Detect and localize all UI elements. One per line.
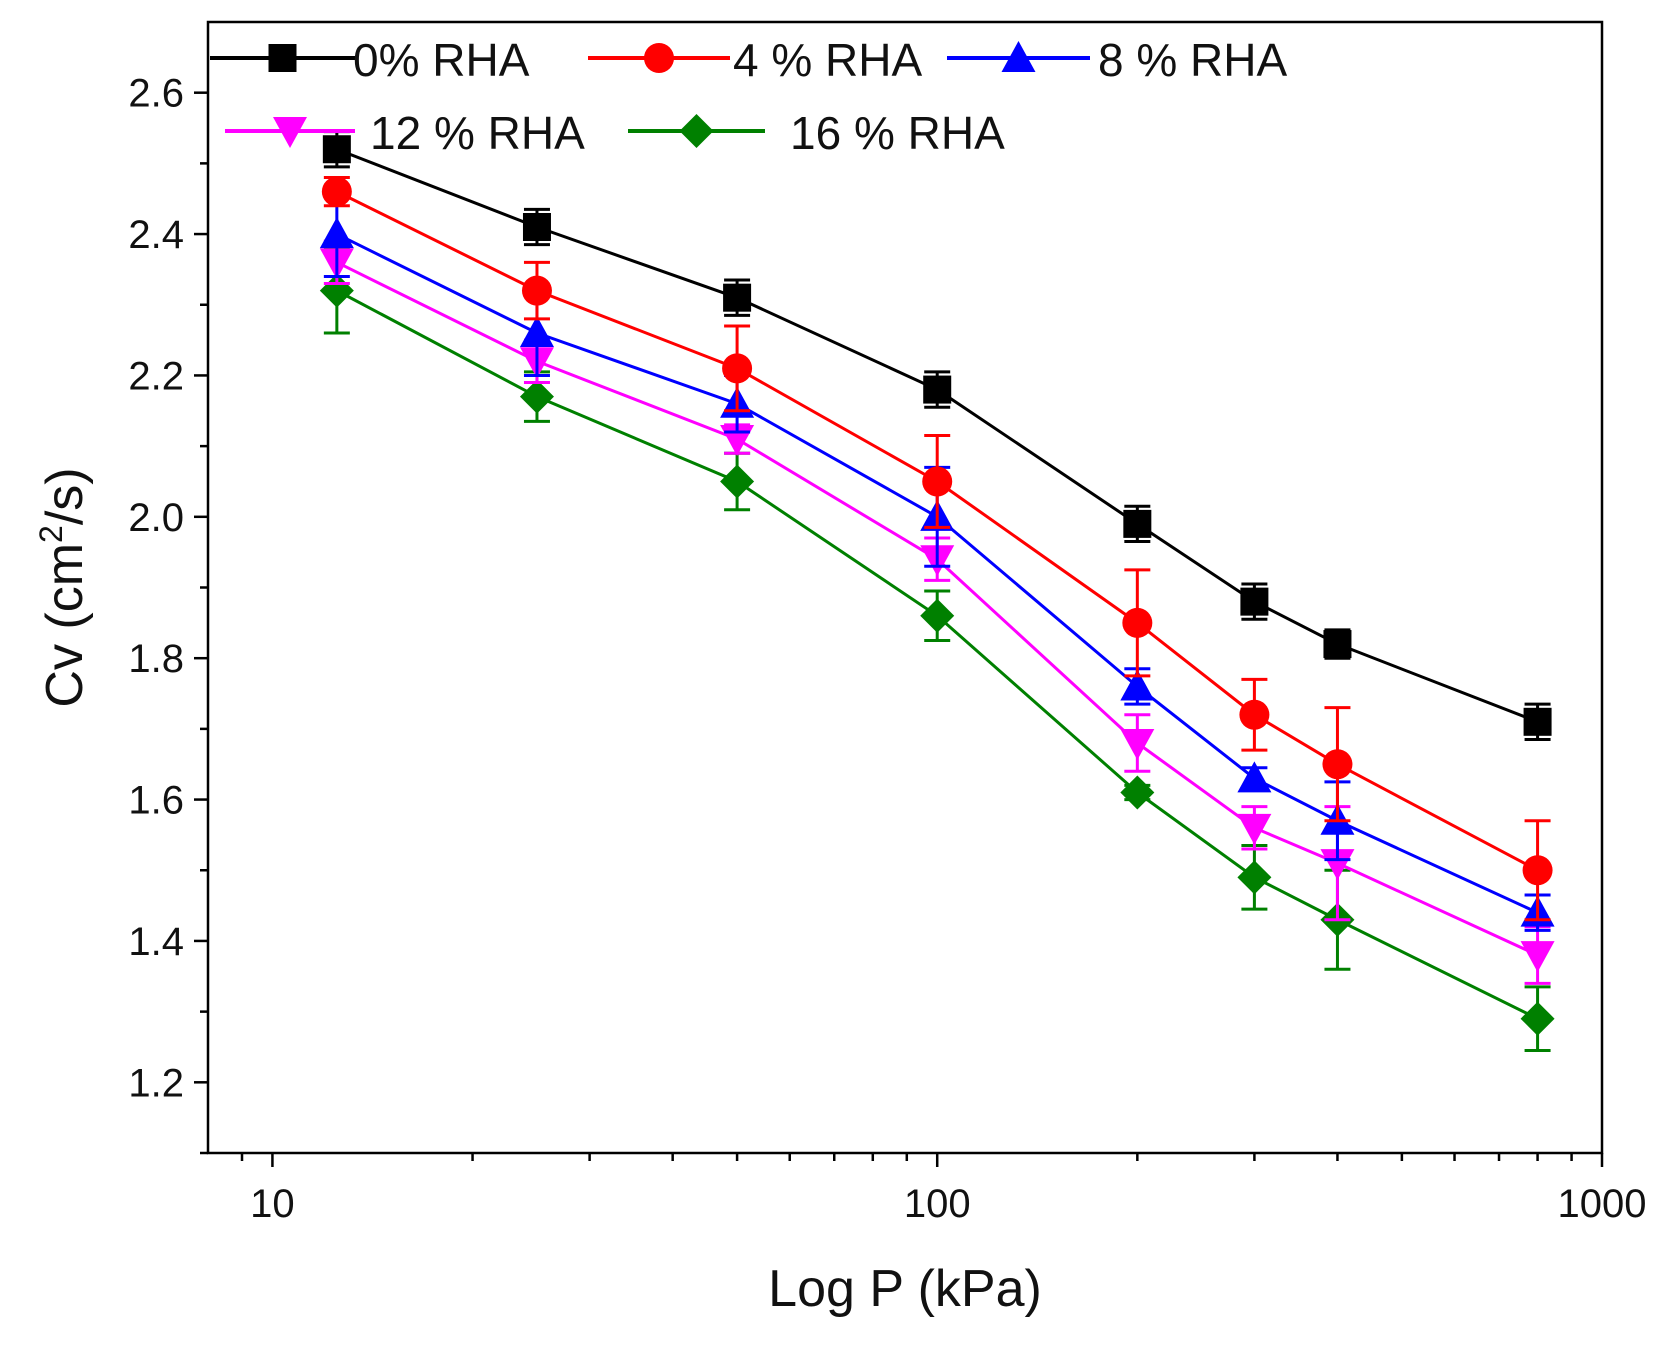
data-point (1122, 607, 1153, 638)
y-tick-label: 2.2 (128, 354, 184, 398)
legend-label: 12 % RHA (370, 107, 585, 159)
legend-label: 4 % RHA (733, 34, 922, 86)
y-tick-label: 2.0 (128, 496, 184, 540)
data-point (1323, 630, 1352, 659)
series-4 (319, 246, 1555, 1053)
data-point (1320, 849, 1355, 881)
series-0 (322, 130, 1552, 741)
y-tick-label: 1.6 (128, 779, 184, 823)
series-line (336, 289, 1539, 1021)
legend-item: 8 % RHA (947, 34, 1287, 86)
x-tick-label: 100 (904, 1182, 971, 1226)
plot-frame (206, 20, 1604, 1155)
data-point (322, 135, 351, 164)
data-point (723, 283, 752, 312)
data-point (1237, 761, 1272, 793)
legend-marker (679, 114, 714, 148)
series-1 (321, 176, 1553, 922)
legend-marker (644, 43, 674, 73)
y-axis-title-tail: /s) (36, 467, 94, 525)
data-point (923, 375, 952, 404)
series-line (336, 190, 1539, 872)
x-axis-title: Log P (kPa) (768, 1260, 1042, 1318)
data-point (321, 176, 352, 207)
data-point (519, 316, 554, 348)
legend-marker (268, 44, 297, 72)
data-point (1120, 669, 1155, 701)
data-point (1120, 775, 1155, 810)
legend-label: 8 % RHA (1098, 34, 1287, 86)
series-line (336, 260, 1539, 957)
axes-group: 1.2 1.4 1.6 1.8 2.0 2.2 2.4 2.6 10 100 1000 (128, 20, 1647, 1226)
data-point (720, 464, 755, 499)
data-point (522, 212, 551, 241)
data-point (1123, 509, 1152, 538)
data-point (1120, 729, 1155, 761)
legend-marker (273, 117, 307, 148)
data-point (920, 598, 955, 633)
y-tick-label: 1.4 (128, 920, 184, 964)
legend-item: 16 % RHA (628, 107, 1005, 159)
x-tick-label: 1000 (1558, 1182, 1647, 1226)
data-point (1237, 860, 1272, 895)
data-point (1520, 941, 1555, 973)
data-point (922, 466, 953, 497)
data-point (1237, 813, 1272, 845)
data-point (1322, 749, 1353, 780)
y-axis-title-superscript: 2 (33, 525, 69, 543)
series-2 (319, 190, 1555, 932)
data-point (1240, 587, 1269, 616)
legend-marker (1001, 41, 1036, 72)
y-tick-label: 1.2 (128, 1061, 184, 1105)
y-tick-label: 2.4 (128, 213, 184, 257)
legend-label: 16 % RHA (790, 107, 1005, 159)
data-point (1522, 855, 1553, 886)
legend-item: 12 % RHA (225, 107, 585, 159)
legend-label: 0% RHA (353, 34, 530, 86)
data-point (519, 379, 554, 414)
data-point (319, 217, 354, 249)
y-tick-label: 1.8 (128, 637, 184, 681)
y-axis-title-main: Cv (cm (36, 543, 94, 708)
data-point (1523, 707, 1552, 736)
data-point (521, 275, 552, 306)
y-tick-label: 2.6 (128, 72, 184, 116)
legend: 0% RHA 4 % RHA 8 % RHA 12 % RHA 16 % RHA (210, 34, 1287, 159)
data-point (1239, 699, 1270, 730)
y-axis-title: Cv (cm2/s) (33, 467, 94, 707)
legend-item: 4 % RHA (588, 34, 922, 86)
series-group (319, 130, 1555, 1053)
data-point (1520, 1001, 1555, 1036)
x-tick-label: 10 (250, 1182, 295, 1226)
series-line (336, 232, 1539, 915)
legend-item: 0% RHA (210, 34, 530, 86)
data-point (722, 353, 753, 384)
